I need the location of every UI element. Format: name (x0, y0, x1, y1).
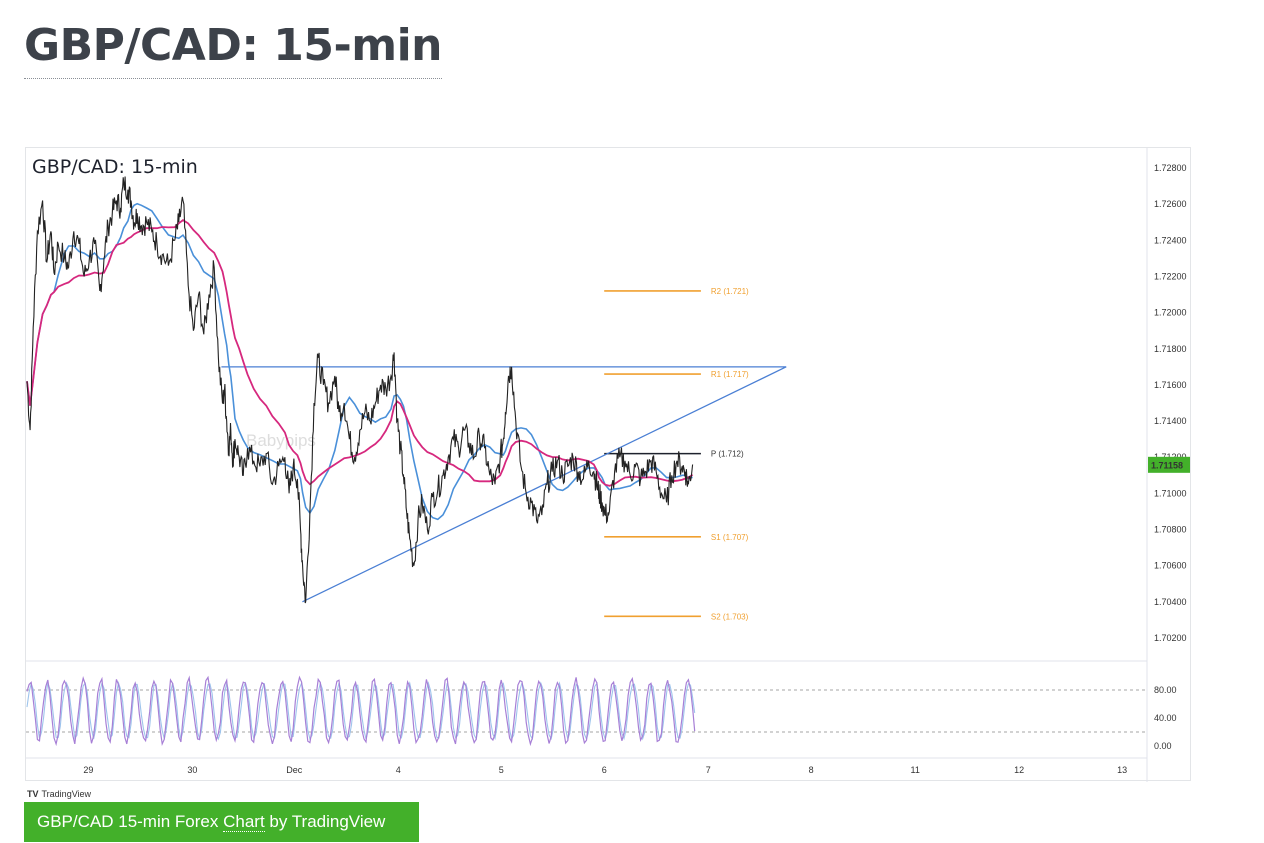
price-tick-label: 1.71400 (1154, 416, 1187, 426)
price-tick-label: 1.70200 (1154, 633, 1187, 643)
price-tick-label: 1.71800 (1154, 344, 1187, 354)
ma-fast-line (26, 202, 693, 521)
time-tick-label: 6 (602, 765, 607, 775)
tv-logo-icon: TV (27, 789, 39, 799)
time-tick-label: 5 (499, 765, 504, 775)
caption-chart-link[interactable]: Chart (223, 812, 265, 832)
tradingview-label: TradingView (41, 789, 92, 799)
price-tick-label: 1.72400 (1154, 235, 1187, 245)
price-tick-label: 1.71600 (1154, 380, 1187, 390)
time-tick-label: 30 (187, 765, 197, 775)
time-tick-label: Dec (286, 765, 303, 775)
stoch-d-line (26, 680, 696, 742)
price-axis: 1.72800 1.72600 1.72400 1.72200 1.72000 1.718… (1154, 163, 1187, 643)
watermark: Babypips (246, 431, 316, 450)
price-tick-label: 1.72600 (1154, 199, 1187, 209)
stoch-k-line (26, 675, 696, 747)
pivot-label-s2: S2 (1.703) (711, 612, 749, 621)
price-tick-label: 1.72200 (1154, 271, 1187, 281)
tradingview-logo: TV TradingView (27, 789, 91, 799)
time-tick-label: 12 (1014, 765, 1024, 775)
stoch-tick-label: 0.00 (1154, 741, 1172, 751)
caption-prefix: GBP/CAD 15-min Forex (37, 812, 224, 831)
price-tick-label: 1.70400 (1154, 597, 1187, 607)
stoch-tick-label: 40.00 (1154, 713, 1177, 723)
current-price-bg (1148, 456, 1190, 473)
pivot-label-r2: R2 (1.721) (711, 287, 749, 296)
pivot-label-p: P (1.712) (711, 450, 744, 459)
chart-panel: Babypips 1.72800 1.72600 1.72400 1.72200 1.7… (25, 147, 1191, 782)
stochastic-pane: 80.00 40.00 0.00 (26, 675, 1177, 751)
time-tick-label: 13 (1117, 765, 1127, 775)
price-tick-label: 1.70600 (1154, 561, 1187, 571)
page-title: GBP/CAD: 15-min (24, 14, 443, 79)
ascending-trendline (302, 366, 787, 603)
price-tick-label: 1.71000 (1154, 488, 1187, 498)
current-price-tag: 1.71158 (1148, 456, 1190, 473)
price-tick-label: 1.72800 (1154, 163, 1187, 173)
price-tick-label: 1.70800 (1154, 525, 1187, 535)
caption-suffix: by TradingView (264, 812, 386, 831)
price-series (26, 176, 694, 604)
time-tick-label: 29 (83, 765, 93, 775)
pivot-label-r1: R1 (1.717) (711, 370, 749, 379)
pivot-label-s1: S1 (1.707) (711, 533, 749, 542)
chart-svg: Babypips 1.728001.726001.724001.722001.7… (26, 148, 1190, 782)
time-tick-label: 4 (396, 765, 401, 775)
time-tick-label: 8 (809, 765, 814, 775)
time-axis: 29 30 Dec 4 5 6 7 8 11 12 13 (83, 765, 1127, 775)
chart-title: GBP/CAD: 15-min (32, 156, 198, 178)
trendlines (221, 366, 787, 603)
price-tick-label: 1.72000 (1154, 308, 1187, 318)
price-pane-bg (26, 148, 1147, 660)
current-price-label: 1.71158 (1151, 460, 1183, 470)
stoch-tick-label: 80.00 (1154, 685, 1177, 695)
time-tick-label: 11 (910, 765, 919, 775)
chart-caption-link[interactable]: GBP/CAD 15-min Forex Chart by TradingVie… (24, 802, 419, 842)
time-tick-label: 7 (706, 765, 711, 775)
price-line (26, 176, 694, 604)
